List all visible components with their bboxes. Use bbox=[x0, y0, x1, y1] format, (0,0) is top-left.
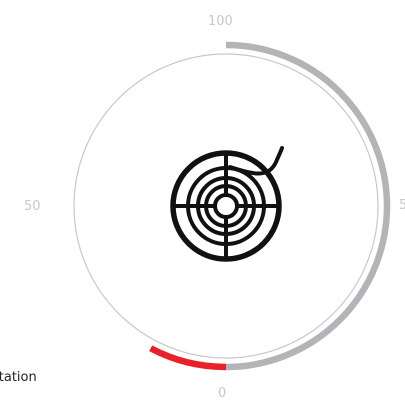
station-label: station bbox=[0, 370, 37, 385]
gauge-track bbox=[73, 53, 379, 359]
gauge-low-warning-arc bbox=[149, 345, 227, 371]
filament-spool-icon bbox=[170, 146, 284, 262]
scale-label-top: 100 bbox=[208, 14, 233, 29]
scale-label-bottom: 0 bbox=[218, 386, 227, 401]
gauge-fill-arc bbox=[225, 41, 391, 371]
scale-label-right: 5 bbox=[399, 198, 405, 213]
scale-label-left: 50 bbox=[24, 199, 41, 214]
